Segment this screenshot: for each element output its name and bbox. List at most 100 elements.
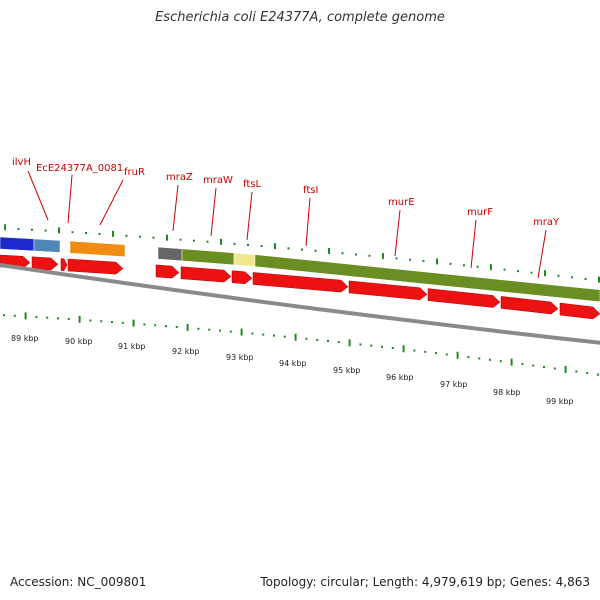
inner-tick [262, 333, 265, 336]
outer-tick [598, 276, 600, 283]
gene-label-ftsI: ftsI [303, 185, 318, 196]
outer-tick [409, 258, 411, 261]
cog-band-segment [157, 246, 183, 262]
label-leader-line [99, 179, 124, 226]
outer-tick [139, 235, 141, 238]
gene-label-lines [27, 170, 547, 279]
outer-tick [557, 274, 560, 277]
inner-tick [445, 353, 448, 356]
inner-tick [586, 372, 589, 375]
cds-arrow [155, 264, 180, 279]
outer-tick [571, 276, 573, 279]
inner-tick [186, 323, 189, 331]
outer-tick [530, 271, 533, 274]
cog-band-segment [233, 252, 256, 267]
label-leader-line [27, 170, 49, 221]
outer-tick [436, 258, 438, 265]
cds-arrow [559, 302, 600, 320]
accession-text: Accession: NC_009801 [10, 575, 147, 589]
outer-tick [449, 262, 452, 265]
gene-label-mraZ: mraZ [166, 172, 193, 183]
inner-tick [165, 325, 167, 328]
cds-arrow [348, 280, 428, 301]
cds-arrow [500, 296, 559, 315]
cds-arrow [231, 270, 253, 285]
inner-tick [456, 351, 459, 359]
inner-tick [499, 360, 502, 363]
inner-tick [532, 364, 535, 367]
inner-tick [197, 327, 200, 330]
inner-tick [435, 352, 437, 355]
scale-label-96kbp: 96 kbp [386, 373, 414, 382]
inner-tick [273, 334, 275, 337]
inner-tick [413, 349, 416, 352]
scale-label-99kbp: 99 kbp [546, 397, 574, 406]
scale-label-91kbp: 91 kbp [118, 342, 146, 351]
outer-tick [260, 245, 263, 248]
outer-tick [328, 247, 330, 254]
scale-label-92kbp: 92 kbp [172, 347, 200, 356]
gene-label-fruR: fruR [124, 167, 145, 178]
inner-tick [327, 340, 329, 343]
inner-tick [208, 328, 211, 331]
scale-label-94kbp: 94 kbp [279, 359, 307, 368]
gene-label-murE: murE [388, 197, 415, 208]
inner-tick [521, 363, 524, 366]
outer-tick [476, 265, 479, 268]
inner-tick [478, 357, 481, 360]
inner-tick [111, 321, 113, 324]
label-leader-line [394, 209, 401, 257]
outer-tick [233, 242, 236, 245]
outer-tick [301, 248, 303, 251]
outer-tick [17, 227, 20, 230]
cog-feature-ring [0, 236, 600, 303]
cds-arrow [60, 258, 68, 272]
gene-label-mraW: mraW [203, 175, 233, 186]
inner-tick [78, 315, 81, 323]
inner-tick [35, 316, 38, 319]
inner-tick [510, 358, 513, 366]
inner-tick [564, 365, 567, 373]
scale-label-97kbp: 97 kbp [440, 380, 468, 389]
inner-tick [175, 325, 178, 328]
inner-tick [575, 370, 578, 373]
outer-tick [152, 236, 155, 239]
inner-tick [57, 317, 59, 320]
inner-tick [229, 330, 232, 333]
outer-tick [85, 232, 87, 235]
scale-label-98kbp: 98 kbp [493, 388, 521, 397]
inner-tick [597, 373, 599, 376]
gene-label-ilvH: ilvH [12, 157, 31, 168]
outer-tick [4, 224, 6, 231]
inner-tick [370, 344, 373, 347]
genome-summary-text: Topology: circular; Length: 4,979,619 bp… [260, 575, 590, 589]
inner-tick [24, 312, 27, 320]
inner-tick [132, 319, 135, 327]
inner-tick [553, 367, 556, 370]
label-leader-line [305, 197, 311, 247]
inner-tick [89, 319, 92, 322]
outer-tick-ring [4, 224, 600, 283]
outer-tick [58, 227, 60, 234]
outer-tick [584, 277, 587, 280]
label-leader-line [172, 184, 179, 232]
outer-tick [395, 257, 398, 260]
inner-tick [154, 324, 157, 327]
outer-tick [503, 268, 506, 271]
inner-tick [467, 356, 470, 359]
outer-tick [314, 249, 317, 252]
outer-tick [193, 239, 195, 242]
inner-tick [316, 338, 319, 341]
cds-arrow [180, 266, 232, 283]
scale-label-90kbp: 90 kbp [65, 337, 93, 346]
outer-tick [166, 234, 168, 241]
outer-tick [463, 264, 465, 267]
outer-tick [341, 252, 344, 255]
inner-tick [294, 333, 297, 341]
inner-tick [46, 316, 49, 319]
outer-tick [179, 238, 182, 241]
inner-tick [391, 347, 394, 350]
outer-tick [71, 231, 74, 234]
inner-tick [381, 345, 383, 348]
